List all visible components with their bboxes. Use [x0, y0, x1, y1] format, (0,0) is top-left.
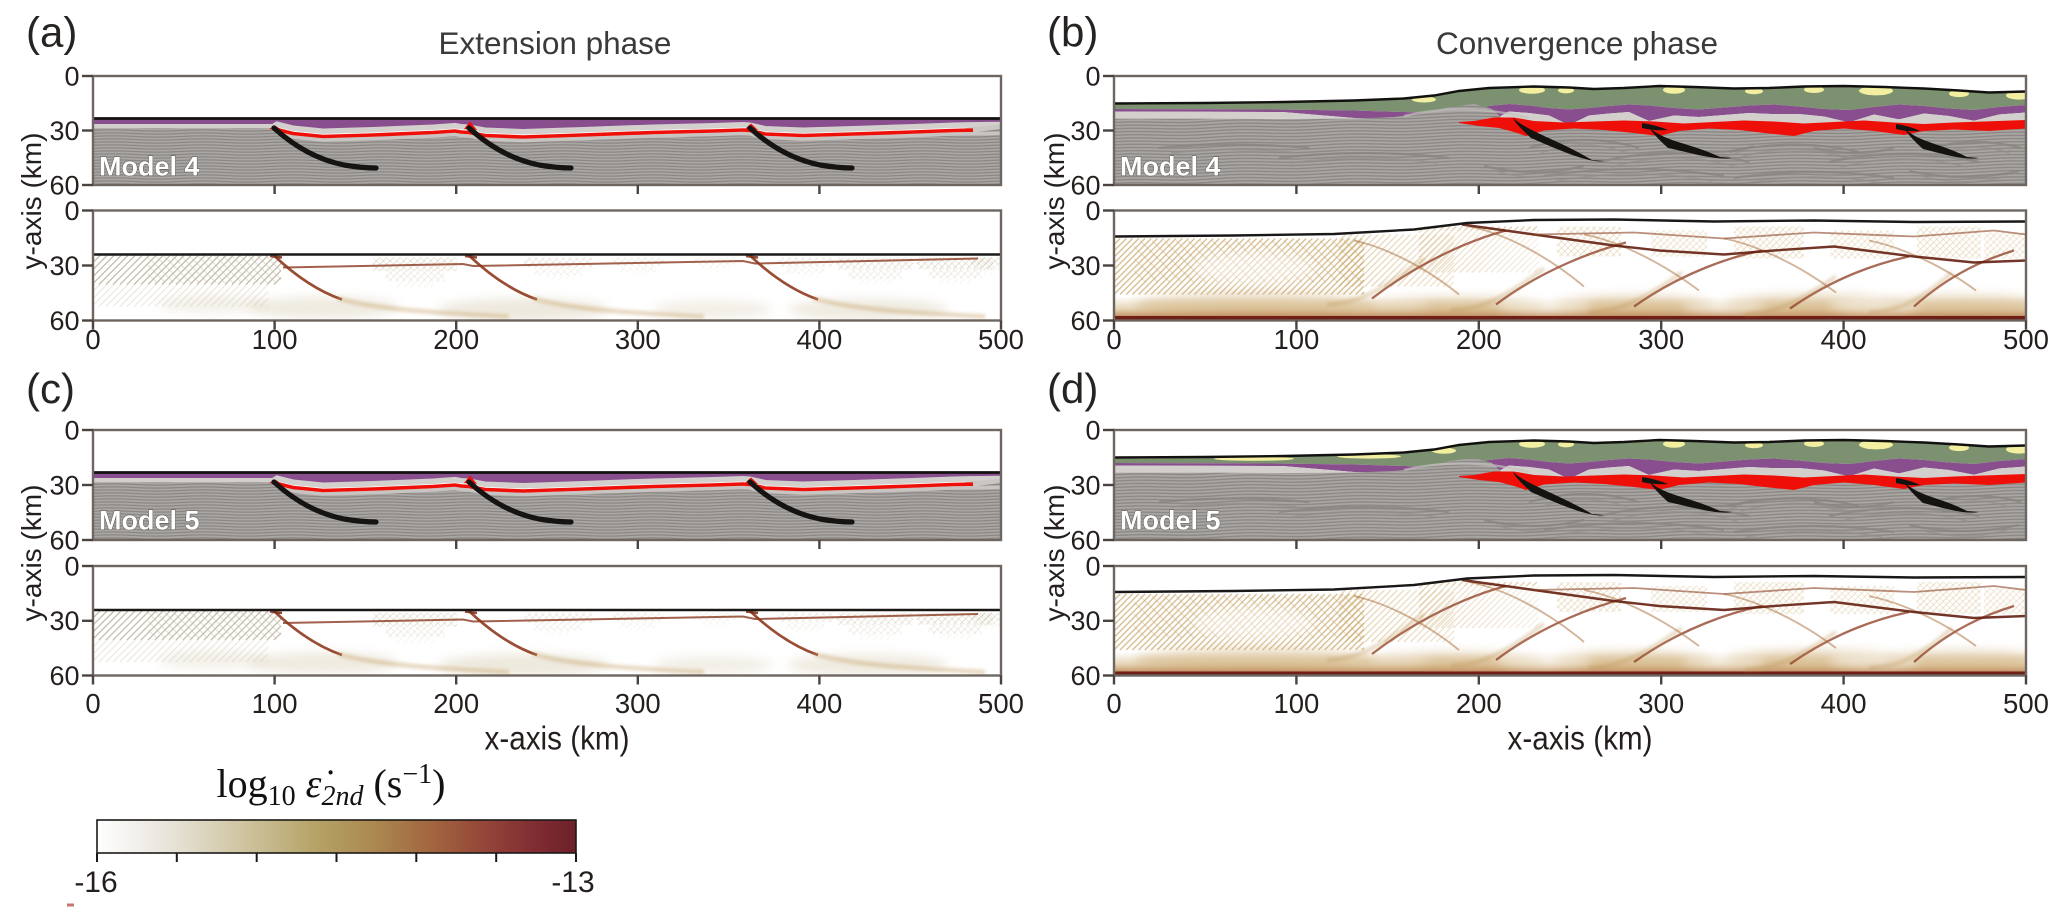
svg-text:30: 30 — [1070, 471, 1100, 501]
svg-text:Model 5: Model 5 — [99, 506, 200, 536]
svg-text:log10 ε̇2nd (s−1): log10 ε̇2nd (s−1) — [217, 759, 446, 812]
svg-text:30: 30 — [1070, 251, 1100, 281]
svg-text:30: 30 — [49, 251, 79, 281]
svg-text:500: 500 — [2003, 688, 2049, 719]
svg-text:(a): (a) — [26, 9, 77, 56]
svg-text:300: 300 — [615, 688, 661, 719]
svg-text:0: 0 — [64, 196, 79, 226]
svg-text:-16: -16 — [74, 866, 117, 899]
svg-text:300: 300 — [1638, 688, 1684, 719]
svg-text:300: 300 — [1638, 324, 1684, 355]
svg-text:0: 0 — [1106, 324, 1121, 355]
svg-text:60: 60 — [49, 526, 79, 556]
svg-text:0: 0 — [1085, 552, 1100, 582]
svg-text:100: 100 — [1273, 688, 1319, 719]
svg-text:500: 500 — [978, 324, 1024, 355]
svg-text:(d): (d) — [1047, 365, 1098, 412]
svg-text:Extension phase: Extension phase — [439, 25, 672, 61]
svg-text:60: 60 — [49, 661, 79, 691]
svg-text:0: 0 — [1106, 688, 1121, 719]
svg-text:x-axis (km): x-axis (km) — [485, 720, 630, 757]
svg-text:30: 30 — [49, 116, 79, 146]
svg-text:60: 60 — [1070, 171, 1100, 201]
svg-text:Convergence phase: Convergence phase — [1436, 25, 1718, 61]
svg-text:x-axis (km): x-axis (km) — [1508, 720, 1653, 757]
svg-text:500: 500 — [2003, 324, 2049, 355]
svg-text:0: 0 — [64, 552, 79, 582]
svg-text:(c): (c) — [26, 365, 75, 412]
svg-text:400: 400 — [1821, 324, 1867, 355]
svg-text:Model 4: Model 4 — [1120, 152, 1221, 182]
svg-text:60: 60 — [49, 306, 79, 336]
svg-text:400: 400 — [796, 688, 842, 719]
svg-text:0: 0 — [64, 416, 79, 446]
svg-text:200: 200 — [1456, 324, 1502, 355]
svg-text:400: 400 — [796, 324, 842, 355]
svg-text:0: 0 — [1085, 62, 1100, 92]
svg-text:Model 5: Model 5 — [1120, 506, 1221, 536]
svg-text:200: 200 — [433, 688, 479, 719]
svg-text:Model 4: Model 4 — [99, 152, 200, 182]
svg-text:300: 300 — [615, 324, 661, 355]
svg-text:100: 100 — [252, 688, 298, 719]
svg-text:500: 500 — [978, 688, 1024, 719]
svg-text:30: 30 — [49, 606, 79, 636]
svg-text:(b): (b) — [1047, 9, 1098, 56]
svg-text:30: 30 — [49, 471, 79, 501]
svg-text:y-axis (km): y-axis (km) — [1039, 133, 1070, 270]
svg-text:0: 0 — [85, 324, 100, 355]
svg-text:30: 30 — [1070, 606, 1100, 636]
svg-text:60: 60 — [49, 171, 79, 201]
svg-text:y-axis (km): y-axis (km) — [16, 133, 47, 270]
svg-text:200: 200 — [1456, 688, 1502, 719]
svg-text:60: 60 — [1070, 526, 1100, 556]
svg-text:100: 100 — [252, 324, 298, 355]
svg-text:100: 100 — [1273, 324, 1319, 355]
svg-text:200: 200 — [433, 324, 479, 355]
svg-text:0: 0 — [1085, 416, 1100, 446]
svg-text:60: 60 — [1070, 306, 1100, 336]
svg-text:y-axis (km): y-axis (km) — [16, 485, 47, 622]
svg-text:400: 400 — [1821, 688, 1867, 719]
svg-text:0: 0 — [1085, 196, 1100, 226]
svg-text:y-axis (km): y-axis (km) — [1039, 485, 1070, 622]
svg-text:0: 0 — [64, 62, 79, 92]
svg-text:30: 30 — [1070, 116, 1100, 146]
svg-text:-13: -13 — [551, 866, 594, 899]
svg-text:60: 60 — [1070, 661, 1100, 691]
svg-text:0: 0 — [85, 688, 100, 719]
